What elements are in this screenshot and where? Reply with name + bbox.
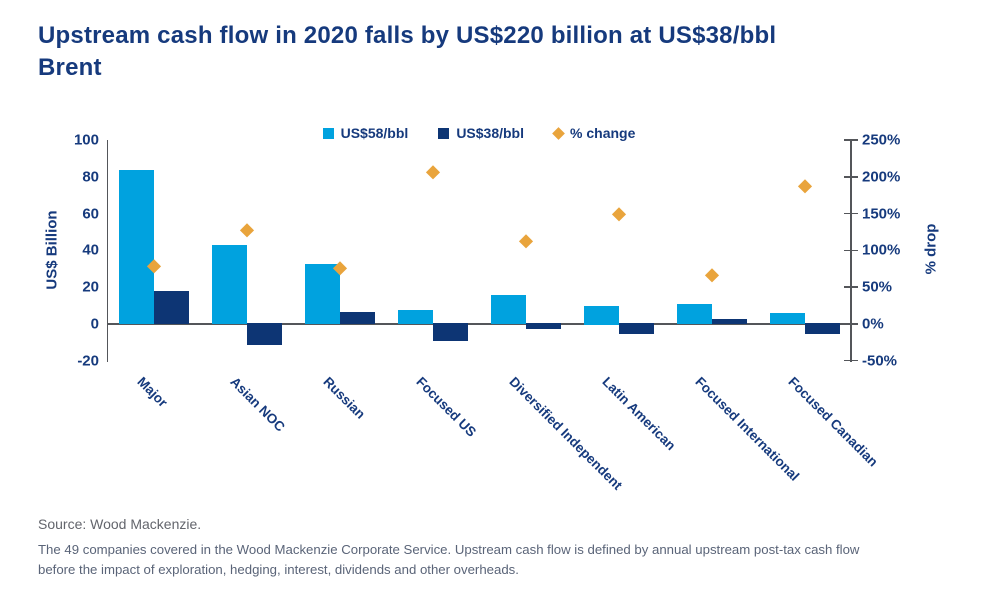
bar-58bbl (490, 295, 526, 325)
right-tick-label: 0% (862, 315, 884, 333)
right-tick-mark (844, 139, 858, 141)
bar-58bbl (676, 304, 712, 325)
right-tick-label: 50% (862, 278, 893, 296)
category-label: Russian (319, 374, 368, 422)
pct-change-diamond (518, 233, 533, 248)
legend-label: US$58/bbl (340, 125, 409, 141)
left-tick-label: -20 (77, 352, 99, 369)
category-label: Major (133, 374, 170, 411)
left-tick-label: 20 (82, 278, 99, 296)
right-tick-mark (844, 212, 858, 215)
bar-58bbl (583, 306, 619, 325)
legend-label: US$38/bbl (456, 125, 525, 141)
legend-item-58bbl: US$58/bbl (322, 125, 409, 141)
category-label: Focused International (691, 374, 802, 484)
footnote: The 49 companies covered in the Wood Mac… (38, 542, 860, 578)
right-tick-mark (844, 286, 858, 288)
category-label: Latin American (598, 374, 679, 454)
legend-item-38bbl: US$38/bbl (438, 125, 524, 141)
left-tick-label: 40 (82, 241, 99, 259)
right-tick-label: -50% (862, 352, 898, 369)
source-note: Source: Wood Mackenzie. (38, 516, 202, 532)
pct-change-diamond (239, 222, 254, 237)
category-label: Focused Canadian (784, 374, 881, 470)
legend-item-pct-change: % change (552, 125, 636, 141)
bar-58bbl (118, 170, 154, 325)
pct-change-diamond (611, 206, 626, 221)
category-label: Asian NOC (226, 374, 288, 435)
bar-38bbl (153, 291, 189, 325)
right-tick-mark (844, 249, 858, 251)
right-tick-mark (844, 176, 858, 178)
left-axis-line (106, 140, 108, 362)
right-tick-label: 200% (862, 168, 901, 186)
legend-square-icon (438, 127, 450, 139)
bar-38bbl (711, 318, 747, 325)
bar-38bbl (618, 323, 654, 335)
legend: US$58/bbl US$38/bbl % change (107, 123, 851, 143)
bar-38bbl (432, 323, 468, 342)
bar-58bbl (397, 309, 433, 325)
right-tick-label: 100% (862, 241, 901, 259)
left-tick-label: 60 (82, 205, 99, 222)
bar-58bbl (304, 263, 340, 325)
right-tick-mark (844, 359, 858, 362)
right-axis-title: % drop (922, 223, 940, 275)
bar-38bbl (246, 323, 282, 346)
zero-line (107, 323, 851, 325)
left-tick-label: 100 (73, 131, 99, 149)
legend-label: % change (570, 125, 636, 141)
bar-58bbl (211, 245, 247, 325)
bar-58bbl (769, 313, 805, 325)
legend-square-icon (322, 127, 334, 139)
right-tick-label: 250% (862, 131, 901, 149)
pct-change-diamond (797, 178, 812, 193)
left-axis-title: US$ Billion (43, 210, 61, 290)
bar-38bbl (525, 323, 561, 329)
right-tick-mark (844, 323, 858, 325)
pct-change-diamond (704, 268, 719, 282)
category-label: Focused US (412, 374, 479, 440)
bar-38bbl (804, 323, 840, 335)
pct-change-diamond (425, 164, 440, 179)
chart-title: Upstream cash flow in 2020 falls by US$2… (38, 22, 777, 82)
bar-38bbl (339, 311, 375, 325)
left-tick-label: 0 (90, 315, 99, 333)
right-tick-label: 150% (862, 205, 901, 222)
left-tick-label: 80 (82, 168, 99, 186)
